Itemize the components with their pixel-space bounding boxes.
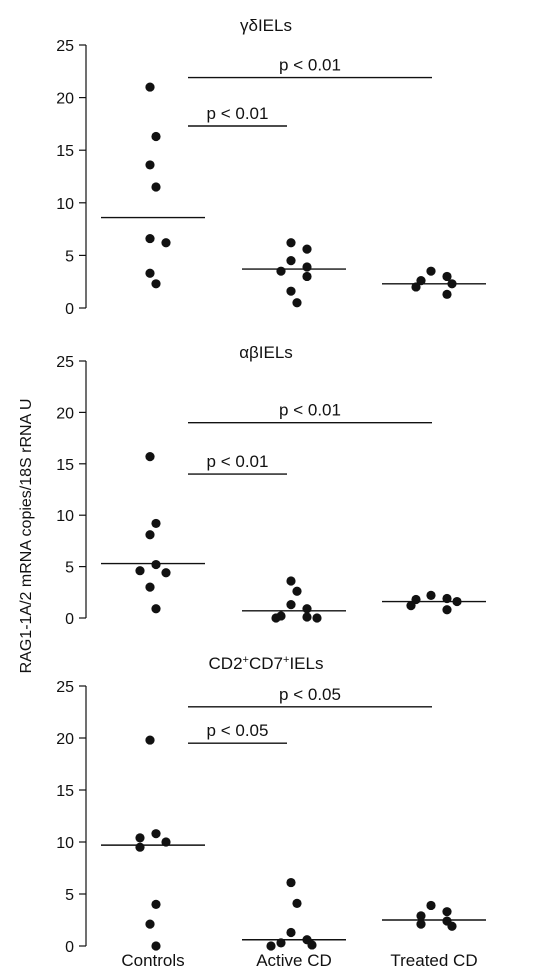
- y-tick-label: 25: [56, 679, 74, 696]
- data-point: [406, 601, 416, 611]
- panel-title: CD2+CD7+IELs: [209, 654, 324, 673]
- panel-title: αβIELs: [239, 343, 293, 362]
- data-point: [292, 898, 302, 908]
- data-point: [442, 605, 452, 615]
- y-tick-label: 15: [56, 143, 74, 160]
- data-point: [302, 244, 312, 254]
- category-label: Controls: [121, 951, 184, 970]
- data-point: [286, 238, 296, 248]
- data-point: [135, 833, 145, 843]
- data-point: [276, 266, 286, 276]
- data-point: [442, 593, 452, 604]
- data-point: [151, 518, 161, 529]
- panel-title: γδIELs: [240, 16, 292, 35]
- data-point: [302, 271, 312, 282]
- y-tick-label: 25: [56, 354, 74, 371]
- data-point: [151, 899, 161, 910]
- data-point: [452, 596, 462, 607]
- data-point: [426, 590, 436, 600]
- category-labels: Controls Active CD Treated CD: [121, 951, 477, 970]
- data-point: [151, 279, 161, 289]
- p-value-label: p < 0.05: [279, 685, 341, 704]
- p-value-label: p < 0.01: [207, 104, 269, 123]
- y-tick-label: 5: [65, 887, 74, 904]
- category-label: Active CD: [256, 951, 332, 970]
- data-point: [286, 877, 296, 888]
- data-point: [426, 900, 436, 911]
- y-tick-label: 20: [56, 405, 74, 422]
- data-point: [135, 842, 145, 852]
- data-point: [447, 279, 457, 289]
- data-point: [145, 582, 155, 592]
- data-point: [447, 921, 457, 931]
- p-value-label: p < 0.01: [207, 452, 269, 471]
- y-tick-label: 10: [56, 508, 74, 525]
- data-point: [151, 604, 161, 614]
- data-point: [307, 940, 317, 950]
- data-point: [302, 604, 312, 614]
- data-point: [161, 837, 171, 847]
- p-value-label: p < 0.01: [279, 401, 341, 420]
- data-point: [276, 938, 286, 948]
- data-point: [416, 919, 426, 929]
- panel-3: CD2+CD7+IELs 0 5 10 15 20 25 p < 0.05 p < 0.05: [56, 654, 486, 956]
- data-point: [151, 131, 161, 142]
- y-tick-label: 20: [56, 731, 74, 748]
- y-tick-label: 5: [65, 560, 74, 577]
- panel-2: αβIELs 0 5 10 15 20 25 p < 0.01 p < 0.01: [56, 343, 486, 628]
- data-point: [145, 268, 155, 278]
- data-point: [161, 238, 171, 248]
- y-tick-label: 15: [56, 457, 74, 474]
- data-point: [271, 613, 281, 623]
- data-point: [312, 613, 322, 623]
- data-point: [151, 559, 161, 570]
- data-point: [286, 927, 296, 938]
- y-tick-label: 0: [65, 939, 74, 956]
- y-axis-label: RAG1-1A/2 mRNA copies/18S rRNA U: [18, 399, 35, 674]
- data-point: [286, 600, 296, 610]
- y-tick-label: 25: [56, 38, 74, 55]
- panel-1: γδIELs 0 5 10 15 20 25 p < 0.01 p < 0.01: [56, 16, 486, 318]
- data-point: [145, 452, 155, 462]
- data-point: [151, 829, 161, 839]
- p-value-label: p < 0.05: [207, 721, 269, 740]
- data-point: [161, 568, 171, 578]
- data-point: [135, 566, 145, 576]
- data-point: [292, 298, 302, 308]
- p-value-label: p < 0.01: [279, 56, 341, 75]
- category-label: Treated CD: [390, 951, 477, 970]
- y-tick-label: 10: [56, 196, 74, 213]
- data-point: [302, 612, 312, 622]
- data-point: [151, 941, 161, 951]
- data-point: [426, 266, 436, 276]
- data-point: [145, 82, 155, 92]
- data-point: [302, 262, 312, 272]
- y-tick-label: 5: [65, 248, 74, 265]
- data-point: [151, 182, 161, 192]
- y-tick-label: 20: [56, 91, 74, 108]
- data-point: [442, 907, 452, 917]
- data-point: [145, 233, 155, 244]
- data-point: [286, 286, 296, 296]
- data-point: [416, 276, 426, 286]
- data-point: [145, 735, 155, 745]
- data-point: [145, 919, 155, 929]
- data-point: [145, 530, 155, 540]
- y-tick-label: 15: [56, 783, 74, 800]
- y-tick-label: 10: [56, 835, 74, 852]
- y-tick-label: 0: [65, 611, 74, 628]
- data-point: [442, 289, 452, 299]
- y-tick-label: 0: [65, 301, 74, 318]
- data-point: [411, 594, 421, 605]
- data-point: [411, 282, 421, 292]
- data-point: [416, 911, 426, 921]
- data-point: [266, 941, 276, 951]
- data-point: [442, 271, 452, 282]
- data-point: [292, 586, 302, 596]
- data-point: [286, 256, 296, 266]
- data-point: [286, 576, 296, 586]
- data-point: [145, 160, 155, 170]
